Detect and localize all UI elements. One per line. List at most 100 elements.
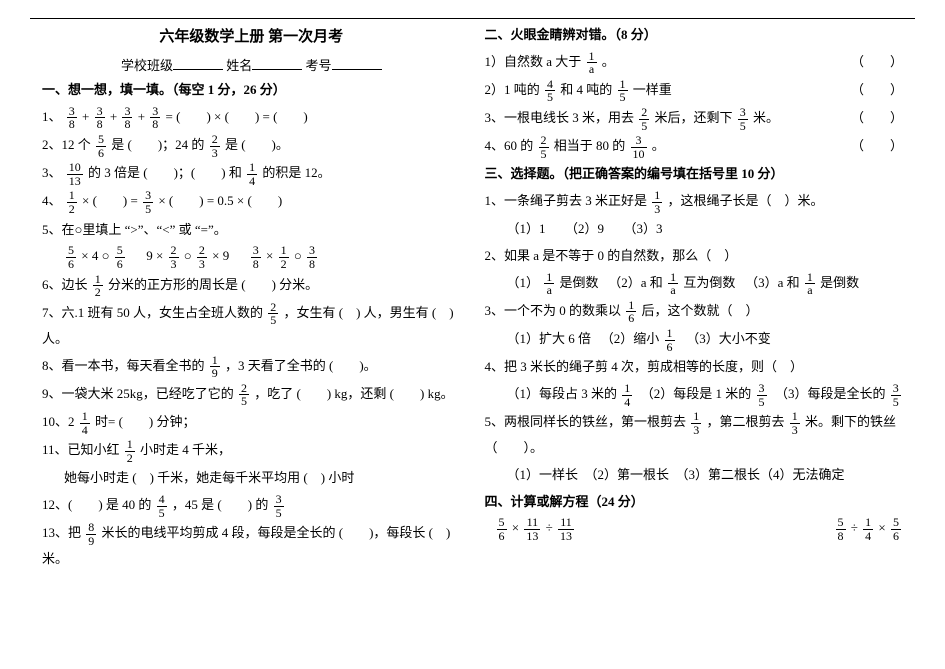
r2: 2）1 吨的 45 和 4 吨的 15 一样重 （ ）: [485, 78, 904, 104]
section2-head: 二、火眼金睛辨对错。（8 分）: [485, 23, 904, 48]
r4-c: 。: [652, 138, 665, 153]
calc-row: 56 × 1113 ÷ 1113 58 ÷ 14 × 56: [485, 516, 904, 542]
q1: 1、 38 + 38 + 38 + 38 = ( ) × ( ) = ( ): [42, 105, 461, 131]
c2-o1a: （1）: [507, 275, 540, 290]
q1-mid: = ( ) × ( ) = ( ): [166, 109, 308, 124]
section3-head: 三、选择题。（把正确答案的编号填在括号里 10 分）: [485, 162, 904, 187]
q13: 13、把 89 米长的电线平均剪成 4 段，每段是全长的 ( )，每段长 ( )…: [42, 521, 461, 572]
paren[interactable]: （ ）: [851, 78, 903, 103]
c2-o2a: （2）a 和: [608, 275, 663, 290]
frac-5-6: 56: [891, 516, 901, 542]
q3: 3、 1013 的 3 倍是 ( )；( ) 和 14 的积是 12。: [42, 161, 461, 187]
frac-1-2: 12: [67, 189, 77, 215]
r3-b: 米后，还剩下: [655, 110, 733, 125]
frac-1-9: 19: [210, 354, 220, 380]
frac-5-8: 58: [836, 516, 846, 542]
r2-a: 2）1 吨的: [485, 82, 540, 97]
frac-1-6: 16: [665, 327, 675, 353]
q10-a: 10、2: [42, 414, 75, 429]
r2-c: 一样重: [633, 82, 672, 97]
q4-b: × ( ) =: [82, 194, 138, 209]
q11b: 她每小时走 ( ) 千米，她走每千米平均用 ( ) 小时: [42, 466, 461, 491]
c2-o1b: 是倒数: [560, 275, 599, 290]
blank-name[interactable]: [252, 56, 302, 70]
q12-a: 12、( ) 是 40 的: [42, 497, 151, 512]
q11: 11、已知小红 12 小时走 4 千米，: [42, 438, 461, 464]
frac-1-a: 1a: [668, 271, 678, 297]
q5-a: × 4 ○: [81, 248, 112, 263]
r4-a: 4、60 的: [485, 138, 534, 153]
q9-b: ，吃了 ( ) kg，还剩 ( ) kg。: [254, 386, 453, 401]
frac-3-8: 38: [307, 244, 317, 270]
frac-1-4: 14: [80, 410, 90, 436]
frac-2-3: 23: [210, 133, 220, 159]
c1-opts: （1）1 （2）9 （3）3: [485, 217, 904, 242]
q8-a: 8、看一本书，每天看全书的: [42, 358, 205, 373]
c4-o2: （2）每段是 1 米的: [641, 386, 752, 401]
frac-1-6: 16: [626, 299, 636, 325]
exam-subtitle: 学校班级 姓名 考号: [42, 54, 461, 79]
paren[interactable]: （ ）: [851, 106, 903, 131]
q6-a: 6、边长: [42, 277, 88, 292]
q5-b2: ○: [184, 248, 195, 263]
paren[interactable]: （ ）: [851, 50, 903, 75]
frac-10-13: 1013: [67, 161, 83, 187]
frac-3-5: 35: [891, 382, 901, 408]
q11-b: 小时走 4 千米，: [140, 442, 231, 457]
label-name: 姓名: [226, 58, 252, 73]
c5-b: ，第二根剪去: [707, 414, 785, 429]
q6-b: 分米的正方形的周长是 ( ) 分米。: [108, 277, 318, 292]
q10-b: 时= ( ) 分钟；: [95, 414, 196, 429]
c3-ob: （2）缩小: [601, 331, 660, 346]
r3-c: 米。: [753, 110, 779, 125]
q3-b: 的 3 倍是 ( )；( ) 和: [88, 165, 242, 180]
q11-a: 11、已知小红: [42, 442, 120, 457]
frac-3-8: 38: [150, 105, 160, 131]
q12-b: ，45 是 ( ) 的: [172, 497, 268, 512]
eq2a: ÷: [851, 520, 861, 535]
label-id: 考号: [306, 58, 332, 73]
q5: 5、在○里填上 “>”、“<” 或 “=”。: [42, 218, 461, 243]
frac-2-3: 23: [169, 244, 179, 270]
frac-1-2: 12: [125, 438, 135, 464]
frac-4-5: 45: [157, 493, 167, 519]
frac-5-6: 56: [66, 244, 76, 270]
frac-3-8: 38: [67, 105, 77, 131]
frac-5-6: 56: [497, 516, 507, 542]
frac-8-9: 89: [86, 521, 96, 547]
q8: 8、看一本书，每天看全书的 19 ，3 天看了全书的 ( )。: [42, 354, 461, 380]
c1-b: ，这根绳子长是（ ）米。: [668, 193, 824, 208]
c4-o3: （3）每段是全长的: [775, 386, 886, 401]
q12: 12、( ) 是 40 的 45 ，45 是 ( ) 的 35: [42, 493, 461, 519]
frac-3-8: 38: [251, 244, 261, 270]
frac-1-4: 14: [247, 161, 257, 187]
frac-1-a: 1a: [544, 271, 554, 297]
c2-o3a: （3）a 和: [745, 275, 800, 290]
right-column: 二、火眼金睛辨对错。（8 分） 1）自然数 a 大于 1a 。 （ ） 2）1 …: [473, 23, 916, 574]
frac-1-2: 12: [279, 244, 289, 270]
frac-1-a: 1a: [805, 271, 815, 297]
exam-title: 六年级数学上册 第一次月考: [42, 23, 461, 52]
eq1b: ÷: [546, 520, 556, 535]
q1-pre: 1、: [42, 109, 62, 124]
frac-11-13: 1113: [524, 516, 540, 542]
paren[interactable]: （ ）: [851, 134, 903, 159]
c3-b: 后，这个数就（ ）: [642, 303, 759, 318]
blank-id[interactable]: [332, 56, 382, 70]
c4-opts: （1）每段占 3 米的 14 （2）每段是 1 米的 35 （3）每段是全长的 …: [485, 382, 904, 408]
frac-3-10: 310: [631, 134, 647, 160]
q8-b: ，3 天看了全书的 ( )。: [225, 358, 377, 373]
frac-3-8: 38: [122, 105, 132, 131]
frac-3-8: 38: [95, 105, 105, 131]
frac-1-2: 12: [93, 273, 103, 299]
frac-1-5: 15: [618, 78, 628, 104]
q13-b: 米长的电线平均剪成 4 段，每段是全长的 ( )，每段长 ( ) 米。: [42, 525, 450, 566]
eq2b: ×: [878, 520, 889, 535]
frac-3-5: 35: [274, 493, 284, 519]
frac-2-5: 25: [268, 301, 278, 327]
q2-b: 是 ( )；24 的: [111, 137, 204, 152]
c3-oc: （3）大小不变: [686, 331, 771, 346]
c3: 3、一个不为 0 的数乘以 16 后，这个数就（ ）: [485, 299, 904, 325]
q4-a: 4、: [42, 194, 62, 209]
blank-school[interactable]: [173, 56, 223, 70]
